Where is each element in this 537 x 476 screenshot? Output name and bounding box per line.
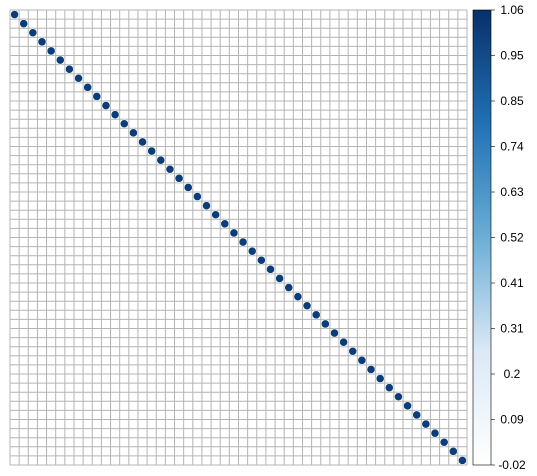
diagonal-circle — [384, 383, 394, 393]
diagonal-circle — [348, 346, 358, 356]
diagonal-circle — [165, 164, 175, 174]
diagonal-circle — [366, 365, 376, 374]
diagonal-circle — [339, 337, 349, 347]
colorbar-tick-label: 0.63 — [500, 185, 524, 199]
diagonal-circle — [128, 128, 138, 138]
diagonal-circle — [293, 292, 303, 302]
diagonal-circle — [147, 146, 157, 156]
diagonal-circle — [275, 274, 285, 283]
diagonal-circle — [403, 401, 412, 411]
diagonal-circle — [412, 410, 422, 420]
diagonal-circle — [19, 19, 29, 29]
diagonal-circle — [311, 310, 321, 320]
diagonal-circle — [74, 73, 83, 83]
diagonal-circle — [110, 110, 120, 120]
colorbar-tick-label: 0.2 — [504, 367, 521, 381]
diagonal-circle — [65, 64, 74, 74]
colorbar-tick-label: 0.95 — [500, 49, 524, 63]
diagonal-circle — [156, 155, 166, 165]
diagonal-circle — [220, 219, 230, 229]
colorbar-tick-label: 0.85 — [500, 94, 524, 108]
diagonal-circle — [284, 283, 294, 292]
grid — [9, 9, 468, 466]
colorbar-tick-label: 0.52 — [500, 231, 524, 245]
diagonal-circle — [421, 419, 431, 429]
diagonal-circle — [138, 137, 147, 147]
diagonal-circle — [229, 228, 239, 238]
diagonal-circle — [101, 101, 111, 110]
diagonal-circle — [10, 10, 19, 19]
colorbar-tick-label: 0.74 — [500, 140, 524, 154]
diagonal-circle — [174, 173, 184, 183]
diagonal-circle — [320, 319, 330, 329]
colorbar-ticks: 1.06 0.95 0.85 0.74 0.63 0.52 0.41 0.31 0.2 0.09 -… — [491, 3, 526, 472]
diagonal-circle — [83, 82, 93, 92]
colorbar-tick-label: 0.41 — [500, 276, 524, 290]
diagonal-circle — [238, 237, 248, 247]
colorbar-bar — [472, 9, 492, 466]
diagonal-circle — [448, 446, 458, 456]
diagonal-circle — [458, 456, 467, 465]
diagonal-circle — [55, 55, 65, 65]
diagonal-circle — [256, 255, 266, 265]
diagonal-circle — [330, 328, 339, 338]
colorbar-tick-label: -0.02 — [498, 458, 526, 472]
diagonal-circle — [247, 246, 257, 256]
colorbar-tick-label: 0.31 — [500, 322, 524, 336]
diagonal-circle — [357, 355, 367, 365]
diagonal-circle — [46, 46, 56, 56]
diagonal-circle — [183, 183, 193, 192]
diagonal-circle — [302, 301, 312, 311]
diagonal-circle — [28, 28, 38, 38]
colorbar-tick-label: 1.06 — [500, 3, 524, 17]
diagonal-circle — [375, 374, 385, 383]
diagonal-circle — [211, 210, 221, 220]
colorbar-tick-label: 0.09 — [500, 413, 524, 427]
diagonal-circle — [119, 119, 129, 129]
diagonal-circle — [430, 428, 440, 438]
diagonal-circle — [192, 192, 202, 201]
diagonal-circle — [266, 264, 275, 274]
diagonal-circles — [10, 10, 467, 465]
diagonal-circle — [92, 92, 102, 101]
diagonal-circle — [37, 37, 47, 47]
diagonal-circle — [202, 201, 211, 211]
colorbar: 1.06 0.95 0.85 0.74 0.63 0.52 0.41 0.31 0.2 0.09 -… — [472, 3, 526, 472]
diagonal-circle — [439, 437, 449, 447]
diagonal-circle — [394, 392, 403, 402]
